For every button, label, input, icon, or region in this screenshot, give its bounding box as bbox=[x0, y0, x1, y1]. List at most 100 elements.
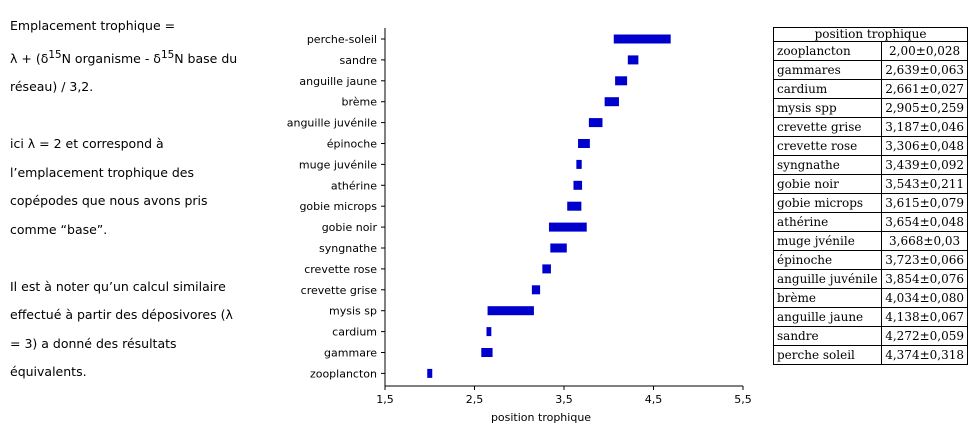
x-tick-label: 4,5 bbox=[645, 393, 663, 406]
category-label: anguille juvénile bbox=[287, 117, 377, 130]
bar bbox=[627, 55, 639, 65]
x-tick-label: 3,5 bbox=[555, 393, 573, 406]
table-row: zooplancton 2,00±0,028 bbox=[772, 41, 968, 61]
table-row: mysis spp 2,905±0,259 bbox=[772, 98, 968, 118]
table-cell-value: 3,306±0,048 bbox=[881, 136, 968, 156]
table-cell-organism: cardium bbox=[772, 79, 883, 99]
table-cell-organism: mysis spp bbox=[772, 98, 883, 118]
bar bbox=[531, 285, 541, 295]
explain-line: l’emplacement trophique des bbox=[10, 164, 195, 180]
table-cell-organism: brème bbox=[772, 288, 883, 308]
category-label: sandre bbox=[340, 54, 378, 67]
bar bbox=[427, 368, 433, 378]
table-row: brème 4,034±0,080 bbox=[772, 288, 968, 308]
category-label: perche-soleil bbox=[307, 33, 377, 46]
table-cell-value: 3,543±0,211 bbox=[881, 174, 968, 194]
bar bbox=[588, 118, 603, 128]
table-row: perche soleil 4,374±0,318 bbox=[772, 345, 968, 365]
category-label: épinoche bbox=[327, 138, 378, 151]
bar bbox=[487, 306, 534, 316]
category-label: gobie noir bbox=[322, 221, 378, 234]
bar bbox=[615, 76, 628, 86]
table-header: position trophique bbox=[773, 27, 968, 42]
table-cell-value: 3,668±0,03 bbox=[881, 231, 968, 251]
bar bbox=[578, 139, 590, 148]
formula-superscript: 15 bbox=[48, 48, 62, 61]
table-row: crevette rose 3,306±0,048 bbox=[772, 136, 968, 156]
x-tick-label: 2,5 bbox=[466, 393, 484, 406]
bar bbox=[613, 34, 671, 44]
bar bbox=[481, 348, 493, 357]
bar bbox=[576, 159, 582, 169]
table-cell-organism: crevette rose bbox=[772, 136, 883, 156]
category-label: crevette grise bbox=[301, 284, 378, 297]
table-row: gobie microps 3,615±0,079 bbox=[772, 193, 968, 213]
explain-line: ici λ = 2 et correspond à bbox=[10, 136, 164, 152]
table-cell-organism: athérine bbox=[772, 212, 883, 232]
category-label: muge juvénile bbox=[299, 158, 377, 171]
category-label: gobie microps bbox=[299, 200, 377, 213]
table-cell-value: 4,034±0,080 bbox=[881, 288, 968, 308]
table-cell-organism: zooplancton bbox=[772, 41, 883, 61]
formula-part: N base du bbox=[174, 50, 238, 66]
formula-title: Emplacement trophique = bbox=[10, 18, 176, 33]
x-axis-label: position trophique bbox=[491, 411, 591, 424]
table-row: sandre 4,272±0,059 bbox=[772, 326, 968, 346]
explain-line: comme “base”. bbox=[10, 221, 108, 237]
table-row: anguille juvénile 3,854±0,076 bbox=[772, 269, 968, 289]
category-labels: perche-soleil sandre anguille jaune brème an… bbox=[287, 33, 385, 380]
table-cell-organism: muge jvénile bbox=[772, 231, 883, 251]
plot-frame bbox=[384, 28, 743, 387]
table-row: syngnathe 3,439±0,092 bbox=[772, 155, 968, 175]
table-cell-value: 2,661±0,027 bbox=[881, 79, 968, 99]
table-row: crevette grise 3,187±0,046 bbox=[772, 117, 968, 137]
bar bbox=[550, 243, 567, 253]
trophic-table: position trophique zooplancton 2,00±0,028… bbox=[772, 27, 968, 365]
x-axis-ticks: 1,5 2,5 3,5 4,5 5,5 bbox=[376, 386, 752, 406]
table-cell-organism: anguille juvénile bbox=[772, 269, 883, 289]
category-label: brème bbox=[341, 96, 377, 109]
table-cell-value: 3,439±0,092 bbox=[881, 155, 968, 175]
table-cell-value: 3,654±0,048 bbox=[881, 212, 968, 232]
table-row: gammares 2,639±0,063 bbox=[772, 60, 968, 80]
table-cell-value: 4,138±0,067 bbox=[881, 307, 968, 327]
formula-line-3: réseau) / 3,2. bbox=[10, 79, 94, 95]
explain-line: copépodes que nous avons pris bbox=[10, 193, 208, 209]
remark-line: = 3) a donné des résultats bbox=[10, 335, 177, 351]
table-cell-organism: gobie microps bbox=[772, 193, 883, 213]
x-tick-label: 5,5 bbox=[734, 393, 752, 406]
bar bbox=[486, 327, 492, 337]
table-row: anguille jaune 4,138±0,067 bbox=[772, 307, 968, 327]
table-cell-value: 3,187±0,046 bbox=[881, 117, 968, 137]
table-cell-value: 4,272±0,059 bbox=[881, 326, 968, 346]
table-cell-organism: gobie noir bbox=[772, 174, 883, 194]
notes-panel: Emplacement trophique = λ + (δ15N organi… bbox=[10, 12, 260, 387]
category-label: anguille jaune bbox=[299, 75, 377, 88]
category-label: zooplancton bbox=[310, 367, 377, 380]
remark-line: équivalents. bbox=[10, 364, 87, 380]
formula-part: N organisme - δ bbox=[61, 50, 161, 66]
table-cell-value: 3,615±0,079 bbox=[881, 193, 968, 213]
remark-line: effectué à partir des déposivores (λ bbox=[10, 307, 233, 323]
table-cell-value: 2,00±0,028 bbox=[881, 41, 968, 61]
bar bbox=[548, 222, 587, 232]
table-cell-value: 3,854±0,076 bbox=[881, 269, 968, 289]
bar bbox=[567, 201, 582, 211]
table-row: cardium 2,661±0,027 bbox=[772, 79, 968, 99]
remark-line: Il est à noter qu’un calcul similaire bbox=[10, 278, 226, 294]
table-row: athérine 3,654±0,048 bbox=[772, 212, 968, 232]
table-cell-value: 2,905±0,259 bbox=[881, 98, 968, 118]
formula-superscript: 15 bbox=[160, 48, 175, 61]
table-cell-value: 4,374±0,318 bbox=[881, 345, 968, 365]
category-label: crevette rose bbox=[304, 263, 377, 276]
table-cell-organism: perche soleil bbox=[772, 345, 883, 365]
category-label: athérine bbox=[331, 179, 377, 192]
category-label: gammare bbox=[324, 347, 377, 360]
table-row: épinoche 3,723±0,066 bbox=[772, 250, 968, 270]
bar bbox=[542, 264, 551, 274]
x-tick-label: 1,5 bbox=[376, 393, 394, 406]
table-row: gobie noir 3,543±0,211 bbox=[772, 174, 968, 194]
table-cell-organism: gammares bbox=[772, 60, 883, 80]
bar bbox=[604, 97, 619, 107]
table-cell-value: 2,639±0,063 bbox=[881, 60, 968, 80]
